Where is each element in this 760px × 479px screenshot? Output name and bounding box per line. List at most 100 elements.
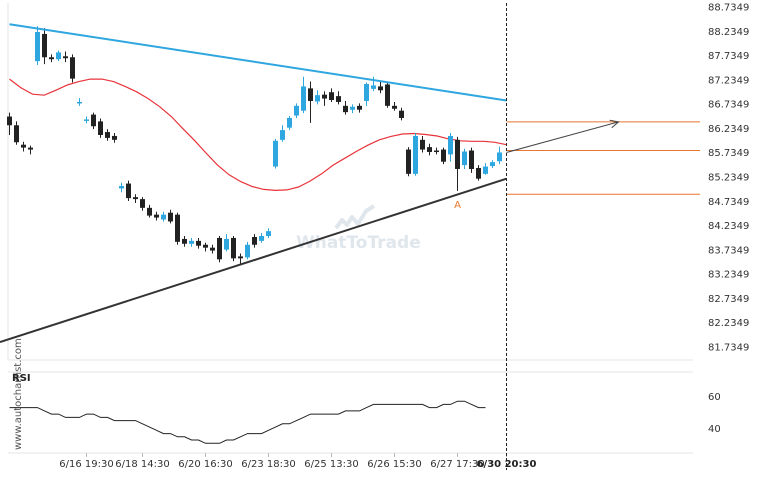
candle-body-down xyxy=(455,139,460,169)
candle-body-down xyxy=(154,214,159,218)
candle xyxy=(343,100,348,115)
price-tick-label: 88.2349 xyxy=(708,27,749,38)
rsi-tick-label: 40 xyxy=(708,424,721,435)
candle xyxy=(497,146,502,165)
candle xyxy=(294,103,299,118)
rsi-panel xyxy=(8,371,693,454)
time-tick-label: 6/18 14:30 xyxy=(115,459,169,470)
candle-body-down xyxy=(105,132,110,138)
price-tick-label: 87.2349 xyxy=(708,75,749,86)
candle-body-down xyxy=(231,237,236,259)
resistance-line xyxy=(9,23,507,102)
candle xyxy=(126,180,131,202)
projection-line xyxy=(506,121,619,153)
candle xyxy=(175,212,180,245)
candle-body-down xyxy=(427,147,432,152)
candle xyxy=(28,145,33,155)
price-tick-label: 85.2349 xyxy=(708,173,749,184)
moving-average-line xyxy=(9,78,507,192)
price-tick-label: 82.2349 xyxy=(708,318,749,329)
candle-body-down xyxy=(420,139,425,150)
candle xyxy=(231,236,236,262)
trend-lines: A xyxy=(0,23,620,344)
candle-body-down xyxy=(42,33,47,58)
candle xyxy=(203,242,208,252)
candle xyxy=(42,28,47,65)
candles xyxy=(7,26,502,265)
candle xyxy=(378,80,383,94)
candle-body-up xyxy=(224,238,229,250)
candle-body-down xyxy=(378,86,383,91)
support-line xyxy=(0,177,507,344)
candle xyxy=(105,129,110,141)
candle xyxy=(112,133,117,143)
main-panel xyxy=(7,3,693,361)
candle xyxy=(245,241,250,260)
candle xyxy=(336,91,341,105)
price-tick-label: 84.7349 xyxy=(708,197,749,208)
candle-body-up xyxy=(364,83,369,101)
candle-body-up xyxy=(294,105,299,116)
candle xyxy=(476,165,481,181)
candle-body-down xyxy=(21,144,26,148)
candle xyxy=(490,160,495,169)
time-tick-label: 6/27 17:30 xyxy=(430,459,484,470)
price-tick-label: 85.7349 xyxy=(708,148,749,159)
candle-body-up xyxy=(497,152,502,162)
horizontal-levels xyxy=(506,121,700,195)
candle-body-down xyxy=(147,207,152,216)
candle xyxy=(441,147,446,165)
candle xyxy=(56,50,61,62)
candle-body-down xyxy=(14,125,19,143)
watermark-text: WhatToTrade xyxy=(296,233,421,253)
time-tick-label: 6/25 13:30 xyxy=(304,459,358,470)
price-tick-label: 83.7349 xyxy=(708,245,749,256)
candle-body-up xyxy=(273,140,278,167)
candle-body-down xyxy=(322,94,327,99)
rsi-line xyxy=(9,400,486,444)
candle xyxy=(455,136,460,191)
candle xyxy=(259,233,264,243)
rsi-axis: 60 40 xyxy=(708,392,721,435)
rsi-series xyxy=(9,400,486,444)
price-tick-label: 87.7349 xyxy=(708,51,749,62)
candle-body-down xyxy=(168,212,173,222)
candle xyxy=(406,147,411,177)
candle xyxy=(399,107,404,121)
candle-body-down xyxy=(441,149,446,162)
candle xyxy=(217,236,222,263)
candle-body-down xyxy=(182,238,187,244)
candle-body-down xyxy=(133,197,138,200)
time-tick-label: 6/16 19:30 xyxy=(59,459,113,470)
time-tick-label: 6/26 15:30 xyxy=(367,459,421,470)
candle xyxy=(427,143,432,156)
candle-body-up xyxy=(448,135,453,155)
projection-arrowhead-icon xyxy=(609,119,620,129)
watermark-logo-icon xyxy=(334,204,376,230)
candle xyxy=(329,88,334,102)
pattern-marker-label: A xyxy=(454,200,461,211)
candle-body-down xyxy=(28,147,33,150)
candle-body-down xyxy=(217,237,222,260)
candle-body-down xyxy=(98,121,103,135)
candle xyxy=(315,90,320,105)
candle xyxy=(434,147,439,155)
candle-body-up xyxy=(259,236,264,241)
candle-body-down xyxy=(308,88,313,101)
candle-body-down xyxy=(406,149,411,174)
candle xyxy=(350,104,355,114)
candle xyxy=(196,237,201,249)
candle-body-down xyxy=(357,105,362,110)
candle xyxy=(21,141,26,152)
candle-body-up xyxy=(413,135,418,174)
candle xyxy=(98,118,103,138)
candle-body-up xyxy=(462,151,467,166)
candle xyxy=(266,228,271,238)
rsi-tick-label: 60 xyxy=(708,392,721,403)
candle-body-down xyxy=(112,135,117,140)
candle xyxy=(63,51,68,63)
candle-body-up xyxy=(245,244,250,258)
price-tick-label: 84.2349 xyxy=(708,221,749,232)
candle-body-up xyxy=(119,185,124,189)
